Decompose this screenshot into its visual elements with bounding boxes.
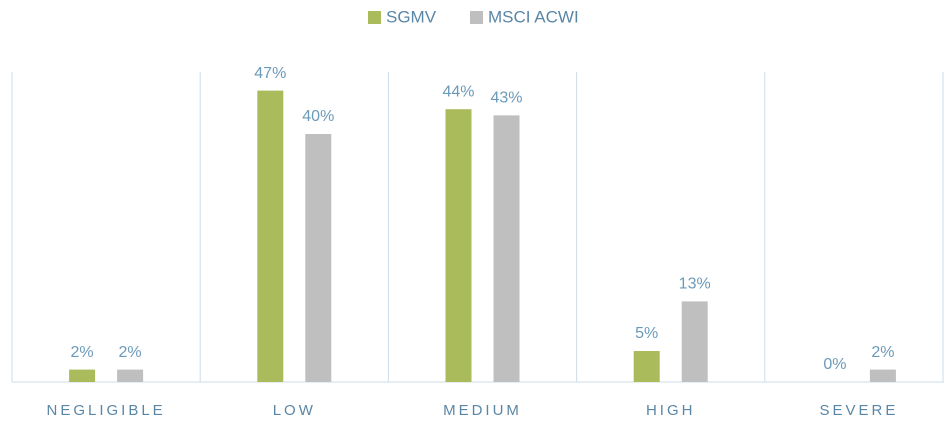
- data-label: 5%: [635, 325, 658, 342]
- legend-label: SGMV: [386, 7, 437, 26]
- bar: [117, 369, 144, 382]
- bar: [633, 351, 660, 382]
- bar: [869, 369, 896, 382]
- x-tick-label: NEGLIGIBLE: [46, 402, 165, 419]
- bar: [445, 109, 472, 382]
- data-label: 47%: [254, 65, 286, 82]
- x-tick-label: LOW: [273, 402, 316, 419]
- legend-swatch: [470, 11, 483, 24]
- bar: [69, 369, 96, 382]
- data-label: 2%: [871, 344, 894, 361]
- data-label: 0%: [823, 356, 846, 373]
- bar: [305, 134, 332, 382]
- legend-swatch: [368, 11, 381, 24]
- data-label: 2%: [71, 344, 94, 361]
- data-label: 13%: [679, 276, 711, 293]
- x-tick-label: HIGH: [646, 402, 696, 419]
- bar: [493, 115, 520, 383]
- data-label: 43%: [490, 90, 522, 107]
- data-label: 44%: [442, 83, 474, 100]
- x-tick-label: MEDIUM: [443, 402, 522, 419]
- x-tick-label: SEVERE: [819, 402, 898, 419]
- bar: [257, 90, 284, 382]
- bar: [681, 301, 708, 382]
- data-label: 2%: [119, 344, 142, 361]
- legend-label: MSCI ACWI: [488, 7, 579, 26]
- data-label: 40%: [302, 108, 334, 125]
